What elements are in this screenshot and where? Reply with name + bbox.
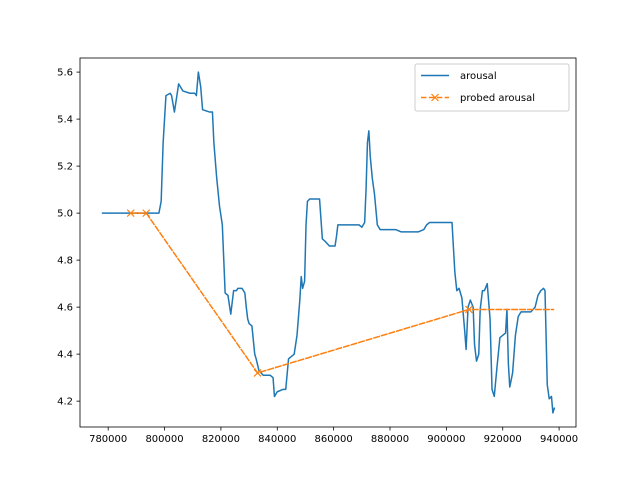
y-tick-label: 4.2 [57,397,73,408]
series-line-arousal [101,71,556,414]
data-point-marker [126,209,135,218]
x-tick-label: 940000 [540,434,578,445]
x-tick-label: 800000 [145,434,183,445]
legend-marker-x [431,93,439,102]
legend-frame [414,63,570,112]
x-tick-label: 780000 [89,434,127,445]
data-point-marker [253,369,262,377]
y-tick-label: 5.4 [57,115,73,126]
x-tick-label: 820000 [202,434,240,445]
x-tick-label: 920000 [484,434,522,445]
legend-label-probed-arousal: probed arousal [460,93,535,104]
x-tick-label: 880000 [371,434,409,445]
x-tick-label: 840000 [258,434,296,445]
y-tick-label: 5.6 [57,68,73,79]
plot-frame [79,57,577,428]
legend: arousal probed arousal [414,63,570,112]
y-tick-label: 4.8 [57,256,73,267]
data-point-marker [142,209,151,218]
legend-label-arousal: arousal [460,71,497,82]
y-tick-label: 5.0 [57,209,73,220]
y-tick-label: 5.2 [57,162,73,173]
axes-layer: 780000 800000 820000 840000 860000 880000 9000… [57,57,578,445]
y-tick-label: 4.4 [57,350,73,361]
x-tick-label: 900000 [427,434,465,445]
series-layer [101,71,556,414]
y-tick-label: 4.6 [57,303,73,314]
data-point-marker [464,305,473,314]
x-tick-label: 860000 [315,434,353,445]
